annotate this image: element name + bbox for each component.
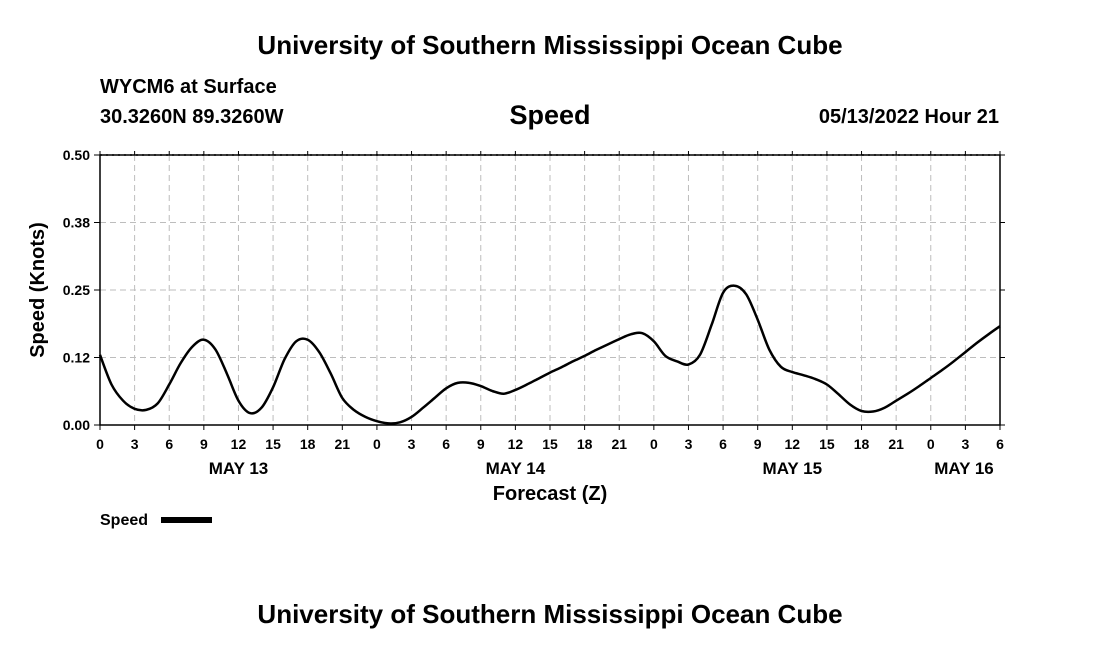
x-tick-label: 18 bbox=[300, 436, 316, 452]
x-tick-label: 6 bbox=[442, 436, 450, 452]
x-tick-label: 3 bbox=[961, 436, 969, 452]
y-axis-title: Speed (Knots) bbox=[27, 222, 49, 358]
series-layer bbox=[98, 284, 1001, 425]
x-tick-label: 9 bbox=[200, 436, 208, 452]
y-tick-label: 0.00 bbox=[63, 417, 90, 433]
x-day-label: MAY 14 bbox=[486, 459, 546, 478]
y-tick-label: 0.50 bbox=[63, 147, 90, 163]
x-tick-label: 21 bbox=[335, 436, 351, 452]
x-tick-label: 3 bbox=[685, 436, 693, 452]
x-axis-title: Forecast (Z) bbox=[493, 483, 607, 505]
x-tick-label: 12 bbox=[785, 436, 801, 452]
grid bbox=[100, 154, 1000, 425]
footer-title: University of Southern Mississippi Ocean… bbox=[257, 599, 843, 629]
chart-title: Speed bbox=[509, 100, 591, 130]
legend-label: Speed bbox=[100, 512, 148, 529]
x-tick-label: 0 bbox=[373, 436, 381, 452]
station-label: WYCM6 at Surface bbox=[100, 76, 277, 98]
y-tick-label: 0.12 bbox=[63, 350, 90, 366]
x-tick-label: 3 bbox=[408, 436, 416, 452]
y-tick-label: 0.25 bbox=[63, 282, 90, 298]
speed-series-line bbox=[98, 284, 1001, 425]
x-tick-label: 21 bbox=[611, 436, 627, 452]
x-tick-label: 18 bbox=[854, 436, 870, 452]
x-day-label: MAY 13 bbox=[209, 459, 269, 478]
x-tick-label: 6 bbox=[165, 436, 173, 452]
page-title: University of Southern Mississippi Ocean… bbox=[257, 30, 843, 60]
x-tick-label: 15 bbox=[819, 436, 835, 452]
forecast-timestamp: 05/13/2022 Hour 21 bbox=[818, 106, 999, 128]
x-tick-label: 0 bbox=[927, 436, 935, 452]
station-coordinates: 30.3260N 89.3260W bbox=[100, 106, 284, 128]
x-tick-label: 9 bbox=[477, 436, 485, 452]
x-tick-label: 15 bbox=[542, 436, 558, 452]
x-tick-label: 3 bbox=[131, 436, 139, 452]
x-tick-label: 15 bbox=[265, 436, 281, 452]
x-tick-label: 21 bbox=[888, 436, 904, 452]
x-tick-label: 12 bbox=[231, 436, 247, 452]
x-tick-label: 6 bbox=[719, 436, 727, 452]
x-tick-label: 9 bbox=[754, 436, 762, 452]
y-tick-label: 0.38 bbox=[63, 215, 90, 231]
x-day-label: MAY 15 bbox=[763, 459, 823, 478]
x-tick-label: 18 bbox=[577, 436, 593, 452]
x-day-label: MAY 16 bbox=[934, 459, 994, 478]
legend: Speed bbox=[100, 512, 212, 529]
x-tick-label: 0 bbox=[650, 436, 658, 452]
axis-ticks: 0 3 6 9 12 15 18 21 0 3 6 9 12 15 18 21 0 3 6 9 12 15 18 21 0 3 6 0… bbox=[63, 147, 1005, 478]
x-tick-label: 0 bbox=[96, 436, 104, 452]
x-tick-label: 12 bbox=[508, 436, 524, 452]
x-tick-label: 6 bbox=[996, 436, 1004, 452]
